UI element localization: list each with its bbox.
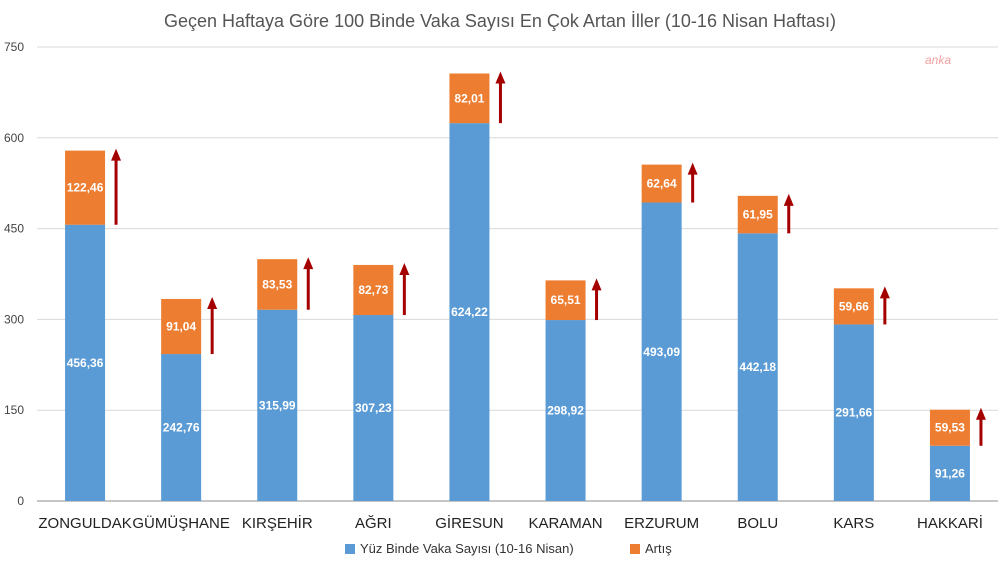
y-tick-label: 150 [4, 403, 24, 417]
bar-base-segment [833, 324, 874, 501]
increase-arrows [111, 71, 986, 446]
bar-increase-segment [161, 298, 202, 355]
bar-increase-label: 62,64 [647, 177, 677, 191]
bar-base-label: 456,36 [67, 356, 104, 370]
bar-increase-segment [641, 164, 682, 203]
legend-swatch-increase [630, 544, 640, 554]
arrow-up-icon [111, 148, 122, 225]
legend-swatch-base [345, 544, 355, 554]
bar-base-label: 298,92 [547, 404, 584, 418]
bar-increase-label: 65,51 [551, 293, 581, 307]
bar-increase-segment [353, 264, 394, 316]
bar-base-segment [545, 320, 586, 501]
bar-increase-segment [929, 409, 970, 446]
bar-increase-segment [257, 259, 298, 310]
arrow-up-icon [495, 71, 506, 124]
bar-base-segment [65, 224, 106, 502]
arrow-up-icon [207, 296, 218, 355]
x-tick-label: KARS [833, 515, 874, 532]
legend-label-increase: Artış [645, 541, 672, 556]
x-tick-label: AĞRI [355, 515, 392, 532]
x-tick-label: ERZURUM [624, 515, 699, 532]
bar-increase-label: 82,01 [454, 91, 484, 105]
arrow-up-icon [591, 278, 602, 321]
y-tick-label: 750 [4, 40, 24, 54]
chart-title: Geçen Haftaya Göre 100 Binde Vaka Sayısı… [164, 11, 836, 31]
arrow-up-icon [687, 162, 698, 203]
x-tick-label: ZONGULDAK [38, 515, 131, 532]
bar-increase-segment [737, 195, 778, 234]
x-tick-label: KIRŞEHİR [242, 514, 313, 532]
x-axis-ticks: ZONGULDAK GÜMÜŞHANE KIRŞEHİR AĞRI GİRESUN KAR… [38, 514, 983, 532]
arrow-up-icon [303, 257, 314, 310]
legend-label-base: Yüz Binde Vaka Sayısı (10-16 Nisan) [360, 541, 574, 556]
bar-base-label: 624,22 [451, 305, 488, 319]
bar-base-segment [353, 315, 394, 501]
y-axis-ticks: 0 150 300 450 600 750 [4, 40, 24, 508]
arrow-up-icon [399, 262, 410, 316]
bar-increase-label: 59,53 [935, 421, 965, 435]
bar-base-label: 307,23 [355, 401, 392, 415]
y-tick-label: 450 [4, 222, 24, 236]
x-tick-label: GÜMÜŞHANE [132, 514, 230, 532]
y-tick-label: 300 [4, 312, 24, 326]
bar-increase-segment [65, 150, 106, 225]
arrow-up-icon [975, 407, 986, 446]
bar-increase-label: 61,95 [743, 208, 773, 222]
arrow-up-icon [783, 193, 794, 234]
bar-base-segment [449, 123, 490, 501]
bar-base-segment [737, 233, 778, 501]
bar-increase-label: 122,46 [67, 181, 104, 195]
bar-increase-label: 91,04 [166, 319, 196, 333]
bars: 456,36 122,46 242,76 91,04 315,99 83,53 307,23… [65, 73, 970, 502]
x-tick-label: BOLU [737, 515, 778, 532]
bar-increase-label: 59,66 [839, 299, 869, 313]
x-tick-label: HAKKARİ [917, 514, 983, 532]
bar-increase-segment [545, 280, 586, 321]
bar-base-label: 315,99 [259, 398, 296, 412]
x-tick-label: GİRESUN [435, 514, 503, 532]
bar-increase-label: 82,73 [358, 283, 388, 297]
bar-base-segment [641, 202, 682, 502]
anka-watermark-logo: anka [925, 53, 951, 67]
y-tick-label: 600 [4, 131, 24, 145]
x-tick-label: KARAMAN [528, 515, 602, 532]
bar-base-label: 242,76 [163, 421, 200, 435]
bar-base-label: 91,26 [935, 466, 965, 480]
bar-base-label: 493,09 [643, 345, 680, 359]
bar-increase-label: 83,53 [262, 277, 292, 291]
legend: Yüz Binde Vaka Sayısı (10-16 Nisan) Artı… [345, 541, 672, 556]
y-tick-label: 0 [17, 494, 24, 508]
bar-base-segment [161, 354, 202, 501]
bar-increase-segment [833, 288, 874, 325]
bar-base-label: 442,18 [739, 360, 776, 374]
bar-base-segment [929, 445, 970, 501]
bar-base-segment [257, 309, 298, 501]
bar-base-label: 291,66 [835, 406, 872, 420]
bar-increase-segment [449, 73, 490, 124]
arrow-up-icon [879, 286, 890, 325]
